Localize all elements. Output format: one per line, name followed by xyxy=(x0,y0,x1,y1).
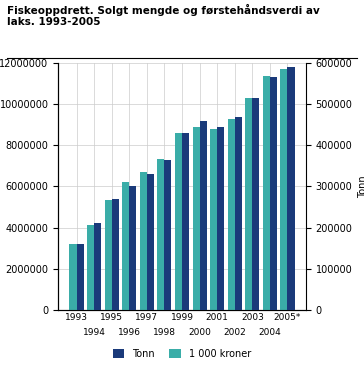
Text: 2002: 2002 xyxy=(223,328,246,337)
Text: 1994: 1994 xyxy=(83,328,106,337)
Bar xyxy=(280,69,288,310)
Bar xyxy=(217,127,224,310)
Bar xyxy=(147,174,154,310)
Bar xyxy=(199,121,207,310)
Bar xyxy=(252,98,259,310)
Bar xyxy=(263,76,270,310)
Text: 1998: 1998 xyxy=(153,328,176,337)
Bar xyxy=(112,199,119,310)
Bar xyxy=(105,200,112,310)
Bar xyxy=(140,172,147,310)
Bar xyxy=(129,186,136,310)
Bar xyxy=(193,127,199,310)
Bar xyxy=(182,133,189,310)
Bar xyxy=(288,67,294,310)
Text: 2000: 2000 xyxy=(188,328,211,337)
Bar xyxy=(157,159,165,310)
Text: Fiskeoppdrett. Solgt mengde og førstehåndsverdi av
laks. 1993-2005: Fiskeoppdrett. Solgt mengde og førstehån… xyxy=(7,4,320,27)
Bar xyxy=(76,244,84,310)
Text: 2004: 2004 xyxy=(258,328,281,337)
Legend: Tonn, 1 000 kroner: Tonn, 1 000 kroner xyxy=(109,345,255,362)
Bar xyxy=(70,244,76,310)
Bar xyxy=(87,226,94,310)
Bar xyxy=(94,223,101,310)
Y-axis label: Tonn: Tonn xyxy=(358,175,364,198)
Bar xyxy=(245,98,252,310)
Bar xyxy=(228,119,235,310)
Bar xyxy=(210,129,217,310)
Bar xyxy=(122,182,129,310)
Bar xyxy=(270,78,277,310)
Text: 1996: 1996 xyxy=(118,328,141,337)
Bar xyxy=(175,133,182,310)
Bar xyxy=(235,116,242,310)
Bar xyxy=(165,160,171,310)
